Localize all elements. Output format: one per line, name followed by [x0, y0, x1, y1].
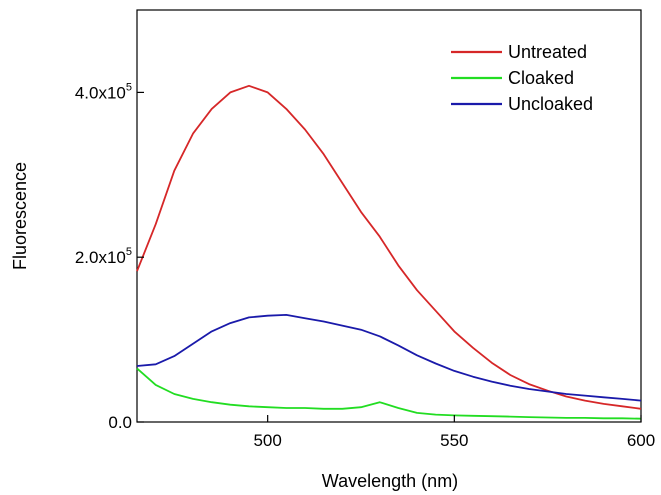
y-tick-label: 4.0x105: [75, 81, 132, 102]
series-line-untreated: [136, 84, 642, 410]
series-line-cloaked: [136, 367, 642, 420]
legend: Untreated Cloaked Uncloaked: [451, 42, 593, 114]
y-tick-label: 0.0: [108, 413, 132, 432]
x-axis-title: Wavelength (nm): [322, 471, 458, 491]
x-axis-ticks: 500 550 600: [253, 415, 655, 450]
legend-label-untreated: Untreated: [508, 42, 587, 62]
legend-label-uncloaked: Uncloaked: [508, 94, 593, 114]
plot-frame: [136, 9, 642, 423]
y-tick-mantissa: 4.0x10: [75, 83, 126, 102]
x-tick-label: 550: [440, 431, 468, 450]
x-tick-label: 500: [253, 431, 281, 450]
series-line-uncloaked: [136, 313, 642, 402]
y-tick-mantissa: 2.0x10: [75, 248, 126, 267]
y-axis-title: Fluorescence: [10, 162, 30, 270]
series-lines: [136, 84, 642, 420]
y-tick-label: 2.0x105: [75, 246, 132, 267]
legend-label-cloaked: Cloaked: [508, 68, 574, 88]
y-tick-exponent: 5: [126, 246, 132, 258]
y-tick-mantissa: 0.0: [108, 413, 132, 432]
x-tick-label: 600: [627, 431, 655, 450]
y-tick-exponent: 5: [126, 81, 132, 93]
